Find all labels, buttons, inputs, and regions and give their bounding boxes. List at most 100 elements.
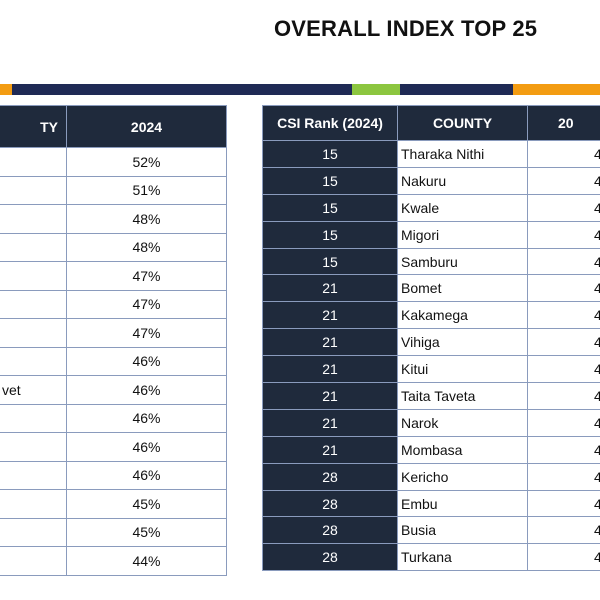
county-cell <box>0 289 67 319</box>
row: 15Migori4 <box>262 220 600 249</box>
value-cell: 48% <box>66 204 227 234</box>
row: 15Kwale4 <box>262 193 600 222</box>
value-cell: 4 <box>527 543 600 572</box>
row: 21Narok4 <box>262 408 600 437</box>
county-cell <box>0 346 67 376</box>
rank-cell: 21 <box>262 435 398 464</box>
row: 52% <box>0 147 227 177</box>
county-cell <box>0 147 67 177</box>
row: 21Vihiga4 <box>262 328 600 357</box>
rank-cell: 28 <box>262 462 398 491</box>
county-cell <box>0 489 67 519</box>
value-cell: 4 <box>527 166 600 195</box>
county-cell: Bomet <box>397 274 528 303</box>
value-cell: 4 <box>527 274 600 303</box>
row: 47% <box>0 318 227 348</box>
rank-cell: 21 <box>262 408 398 437</box>
county-cell <box>0 546 67 576</box>
row: 46% <box>0 460 227 490</box>
rank-cell: 21 <box>262 301 398 330</box>
strip <box>0 84 12 95</box>
county-cell: Migori <box>397 220 528 249</box>
row: 28Kericho4 <box>262 462 600 491</box>
county-cell <box>0 175 67 205</box>
row: 15Samburu4 <box>262 247 600 276</box>
value-cell: 46% <box>66 432 227 462</box>
county-cell <box>0 232 67 262</box>
county-cell: Nakuru <box>397 166 528 195</box>
title: OVERALL INDEX TOP 25 <box>274 16 538 41</box>
value-cell: 46% <box>66 403 227 433</box>
header-cell: 2024 <box>66 105 227 148</box>
county-cell <box>0 460 67 490</box>
value-cell: 47% <box>66 289 227 319</box>
county-cell: Narok <box>397 408 528 437</box>
header-cell: COUNTY <box>397 105 528 141</box>
value-cell: 4 <box>527 301 600 330</box>
county-cell: Taita Taveta <box>397 382 528 410</box>
rank-cell: 28 <box>262 489 398 518</box>
row: 48% <box>0 204 227 234</box>
row: 15Nakuru4 <box>262 166 600 195</box>
row: 28Busia4 <box>262 516 600 545</box>
county-cell <box>0 204 67 234</box>
county-cell: Kitui <box>397 355 528 384</box>
value-cell: 45% <box>66 489 227 519</box>
strip <box>513 84 600 95</box>
row: 21Kitui4 <box>262 355 600 384</box>
row: 51% <box>0 175 227 205</box>
value-cell: 46% <box>66 375 227 405</box>
value-cell: 44% <box>66 546 227 576</box>
value-cell: 46% <box>66 460 227 490</box>
value-cell: 47% <box>66 318 227 348</box>
row: 45% <box>0 489 227 519</box>
rank-cell: 21 <box>262 328 398 357</box>
rank-cell: 15 <box>262 140 398 168</box>
county-cell <box>0 403 67 433</box>
rank-cell: 15 <box>262 193 398 222</box>
header-cell: TY <box>0 105 67 148</box>
county-cell <box>0 261 67 291</box>
value-cell: 4 <box>527 382 600 410</box>
row: 28Turkana4 <box>262 543 600 572</box>
strip <box>352 84 400 95</box>
value-cell: 48% <box>66 232 227 262</box>
row: 28Embu4 <box>262 489 600 518</box>
rank-cell: 21 <box>262 274 398 303</box>
row: vet 46% <box>0 375 227 405</box>
value-cell: 47% <box>66 261 227 291</box>
rank-cell: 15 <box>262 247 398 276</box>
value-cell: 52% <box>66 147 227 177</box>
rank-cell: 15 <box>262 220 398 249</box>
row: 46% <box>0 346 227 376</box>
value-cell: 4 <box>527 516 600 545</box>
row: 21Kakamega4 <box>262 301 600 330</box>
county-cell: Kwale <box>397 193 528 222</box>
rank-cell: 28 <box>262 516 398 545</box>
header-cell: 20 <box>527 105 600 141</box>
row: 46% <box>0 432 227 462</box>
county-cell: vet <box>0 375 67 405</box>
header-cell: CSI Rank (2024) <box>262 105 398 141</box>
value-cell: 4 <box>527 355 600 384</box>
row: 21Bomet4 <box>262 274 600 303</box>
value-cell: 4 <box>527 247 600 276</box>
county-cell: Mombasa <box>397 435 528 464</box>
left-table: TY 2024 52% 51% 48% 48% 47% 47% 47% 46% vet 46% 46… <box>0 105 227 576</box>
value-cell: 4 <box>527 408 600 437</box>
county-cell: Kericho <box>397 462 528 491</box>
value-cell: 4 <box>527 220 600 249</box>
county-cell <box>0 517 67 547</box>
value-cell: 4 <box>527 435 600 464</box>
value-cell: 51% <box>66 175 227 205</box>
value-cell: 4 <box>527 489 600 518</box>
strip <box>12 84 352 95</box>
value-cell: 4 <box>527 140 600 168</box>
county-cell: Kakamega <box>397 301 528 330</box>
right-table: CSI Rank (2024) COUNTY 20 15 Tharaka Nith… <box>262 105 600 572</box>
row: 21Mombasa4 <box>262 435 600 464</box>
rank-cell: 15 <box>262 166 398 195</box>
